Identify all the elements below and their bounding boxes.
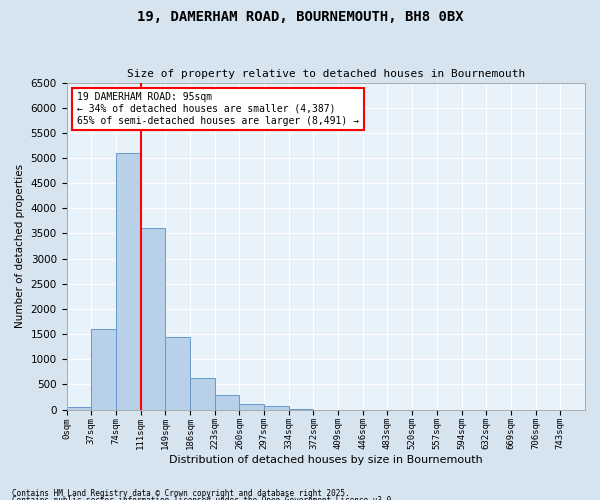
Bar [264, 406, 289, 409]
Bar [289, 409, 313, 410]
Bar [215, 396, 239, 409]
Bar [239, 404, 264, 409]
Text: 19, DAMERHAM ROAD, BOURNEMOUTH, BH8 0BX: 19, DAMERHAM ROAD, BOURNEMOUTH, BH8 0BX [137, 10, 463, 24]
X-axis label: Distribution of detached houses by size in Bournemouth: Distribution of detached houses by size … [169, 455, 482, 465]
Text: Contains HM Land Registry data © Crown copyright and database right 2025.: Contains HM Land Registry data © Crown c… [12, 488, 350, 498]
Bar [67, 407, 91, 410]
Bar [116, 153, 140, 409]
Text: 19 DAMERHAM ROAD: 95sqm
← 34% of detached houses are smaller (4,387)
65% of semi: 19 DAMERHAM ROAD: 95sqm ← 34% of detache… [77, 92, 359, 126]
Title: Size of property relative to detached houses in Bournemouth: Size of property relative to detached ho… [127, 69, 525, 79]
Bar [140, 228, 165, 410]
Bar [165, 336, 190, 409]
Y-axis label: Number of detached properties: Number of detached properties [15, 164, 25, 328]
Bar [91, 329, 116, 409]
Bar [190, 378, 215, 410]
Text: Contains public sector information licensed under the Open Government Licence v3: Contains public sector information licen… [12, 496, 396, 500]
